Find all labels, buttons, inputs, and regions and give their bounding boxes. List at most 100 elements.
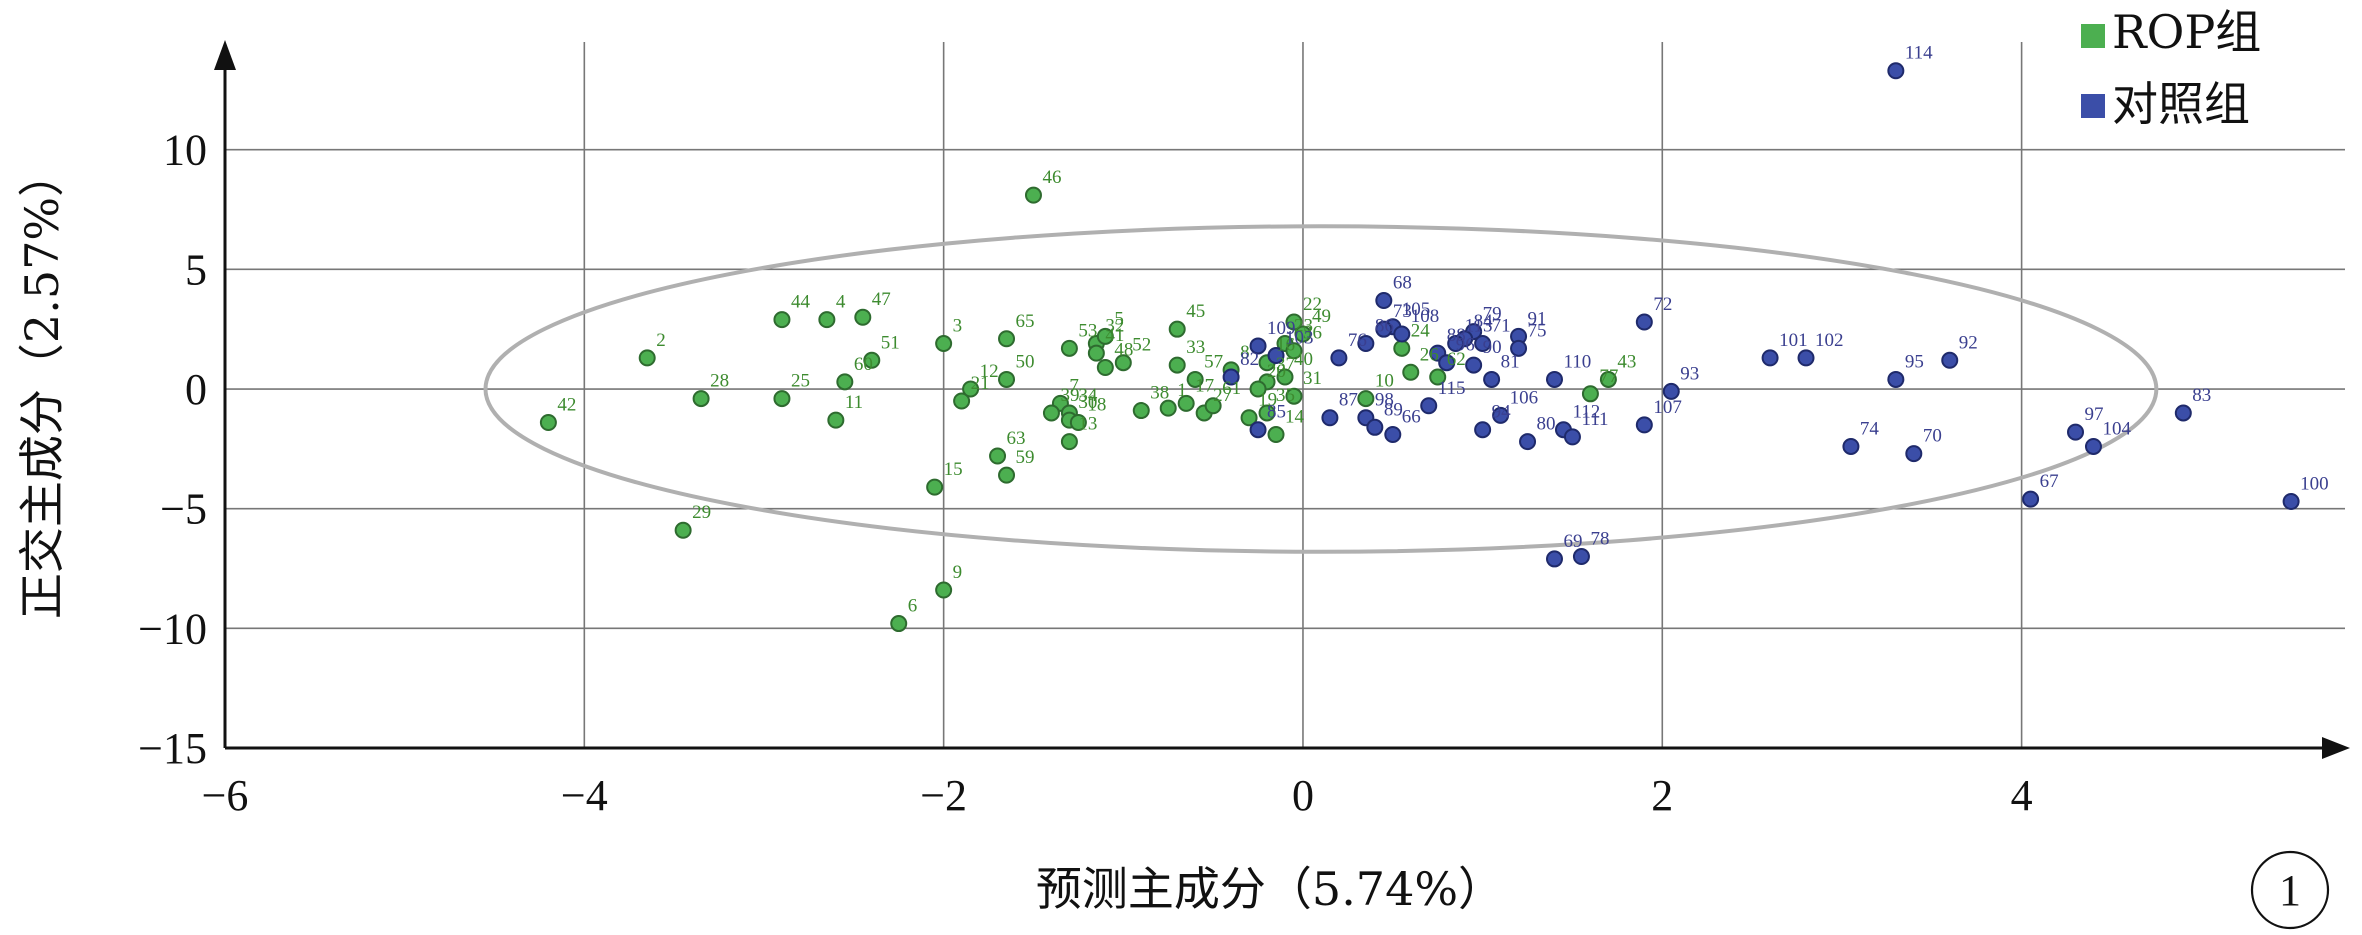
point-label-rop: 47 bbox=[872, 289, 891, 310]
point-label-control: 89 bbox=[1384, 399, 1403, 420]
point-label-control: 111 bbox=[1581, 409, 1608, 430]
y-axis-arrow bbox=[214, 40, 236, 70]
point-label-control: 86 bbox=[1375, 316, 1394, 337]
point-label-rop: 21 bbox=[971, 373, 990, 394]
point-label-control: 94 bbox=[1492, 402, 1512, 423]
data-point-control bbox=[1465, 356, 1483, 374]
point-label-rop: 27 bbox=[1213, 385, 1232, 406]
data-point-rop bbox=[638, 349, 656, 367]
data-point-rop bbox=[863, 351, 881, 369]
point-label-control: 95 bbox=[1905, 351, 1924, 372]
data-point-control bbox=[1357, 335, 1375, 353]
data-point-rop bbox=[1249, 380, 1267, 398]
point-label-rop: 34 bbox=[1078, 385, 1098, 406]
point-label-rop: 36 bbox=[1303, 323, 1322, 344]
data-point-rop bbox=[1599, 370, 1617, 388]
data-point-rop bbox=[1096, 327, 1114, 345]
data-point-control bbox=[1384, 425, 1402, 443]
point-label-control: 107 bbox=[1653, 397, 1682, 418]
legend-swatch-rop bbox=[2081, 24, 2105, 48]
data-point-rop bbox=[998, 330, 1016, 348]
point-label-rop: 32 bbox=[1105, 316, 1124, 337]
data-point-rop bbox=[989, 447, 1007, 465]
point-label-rop: 16 bbox=[1276, 335, 1295, 356]
point-label-control: 82 bbox=[1240, 349, 1259, 370]
x-tick-label: 2 bbox=[1651, 771, 1673, 820]
confidence-ellipse bbox=[483, 224, 2159, 554]
panel-label-circle bbox=[2250, 850, 2330, 930]
data-point-rop bbox=[1258, 404, 1276, 422]
data-point-control bbox=[2022, 490, 2040, 508]
point-label-rop: 3 bbox=[953, 316, 963, 337]
data-point-control bbox=[1797, 349, 1815, 367]
data-point-control bbox=[2174, 404, 2192, 422]
point-label-control: 109 bbox=[1267, 318, 1296, 339]
point-label-rop: 11 bbox=[845, 392, 863, 413]
data-point-rop bbox=[1042, 404, 1060, 422]
point-label-control: 105 bbox=[1402, 299, 1431, 320]
point-label-rop: 25 bbox=[791, 371, 810, 392]
data-point-control bbox=[2084, 437, 2102, 455]
point-label-control: 114 bbox=[1905, 43, 1933, 64]
data-point-rop bbox=[926, 478, 944, 496]
y-tick-label: −10 bbox=[138, 604, 207, 653]
point-label-control: 69 bbox=[1563, 531, 1582, 552]
data-point-control bbox=[1519, 433, 1537, 451]
point-label-control: 102 bbox=[1815, 330, 1844, 351]
legend: ROP组 对照组 bbox=[2081, 5, 2261, 131]
data-point-rop bbox=[962, 380, 980, 398]
point-label-control: 112 bbox=[1572, 402, 1600, 423]
data-point-control bbox=[1330, 349, 1348, 367]
data-point-rop bbox=[1357, 390, 1375, 408]
point-label-control: 72 bbox=[1653, 294, 1672, 315]
data-point-control bbox=[1887, 370, 1905, 388]
data-point-control bbox=[1635, 313, 1653, 331]
data-point-control bbox=[1321, 409, 1339, 427]
data-point-rop bbox=[1114, 354, 1132, 372]
point-label-control: 92 bbox=[1959, 332, 1978, 353]
point-label-rop: 48 bbox=[1114, 339, 1133, 360]
point-label-rop: 24 bbox=[1411, 320, 1431, 341]
point-label-rop: 26 bbox=[1420, 344, 1439, 365]
data-point-rop bbox=[1393, 339, 1411, 357]
data-point-rop bbox=[1294, 325, 1312, 343]
point-label-rop: 46 bbox=[1042, 167, 1061, 188]
data-point-rop bbox=[1285, 342, 1303, 360]
point-label-rop: 63 bbox=[1007, 428, 1026, 449]
y-tick-label: 0 bbox=[185, 365, 207, 414]
data-point-control bbox=[1375, 320, 1393, 338]
data-point-rop bbox=[1168, 356, 1186, 374]
data-point-rop bbox=[1096, 358, 1114, 376]
point-label-rop: 51 bbox=[881, 332, 900, 353]
point-label-rop: 8 bbox=[1240, 342, 1250, 363]
data-point-rop bbox=[1168, 320, 1186, 338]
point-label-rop: 41 bbox=[1105, 325, 1124, 346]
x-tick-label: −6 bbox=[202, 771, 249, 820]
point-label-rop: 22 bbox=[1303, 294, 1322, 315]
data-point-rop bbox=[1276, 368, 1294, 386]
data-points bbox=[539, 62, 2300, 633]
point-label-rop: 35 bbox=[1276, 385, 1295, 406]
data-point-rop bbox=[539, 414, 557, 432]
data-point-control bbox=[2282, 492, 2300, 510]
data-point-rop bbox=[953, 392, 971, 410]
point-label-control: 90 bbox=[1483, 337, 1502, 358]
point-label-rop: 52 bbox=[1132, 335, 1151, 356]
point-label-control: 97 bbox=[2085, 404, 2104, 425]
data-point-control bbox=[1492, 406, 1510, 424]
data-point-control bbox=[1761, 349, 1779, 367]
point-label-control: 113 bbox=[1465, 316, 1493, 337]
data-point-rop bbox=[890, 615, 908, 633]
data-point-control bbox=[1510, 339, 1528, 357]
point-label-rop: 15 bbox=[944, 459, 963, 480]
point-label-control: 74 bbox=[1860, 418, 1880, 439]
data-point-rop bbox=[674, 521, 692, 539]
point-label-control: 108 bbox=[1411, 306, 1440, 327]
point-label-rop: 65 bbox=[1016, 311, 1035, 332]
point-label-rop: 19 bbox=[1258, 390, 1277, 411]
data-point-control bbox=[1438, 354, 1456, 372]
point-label-rop: 77 bbox=[1599, 366, 1618, 387]
